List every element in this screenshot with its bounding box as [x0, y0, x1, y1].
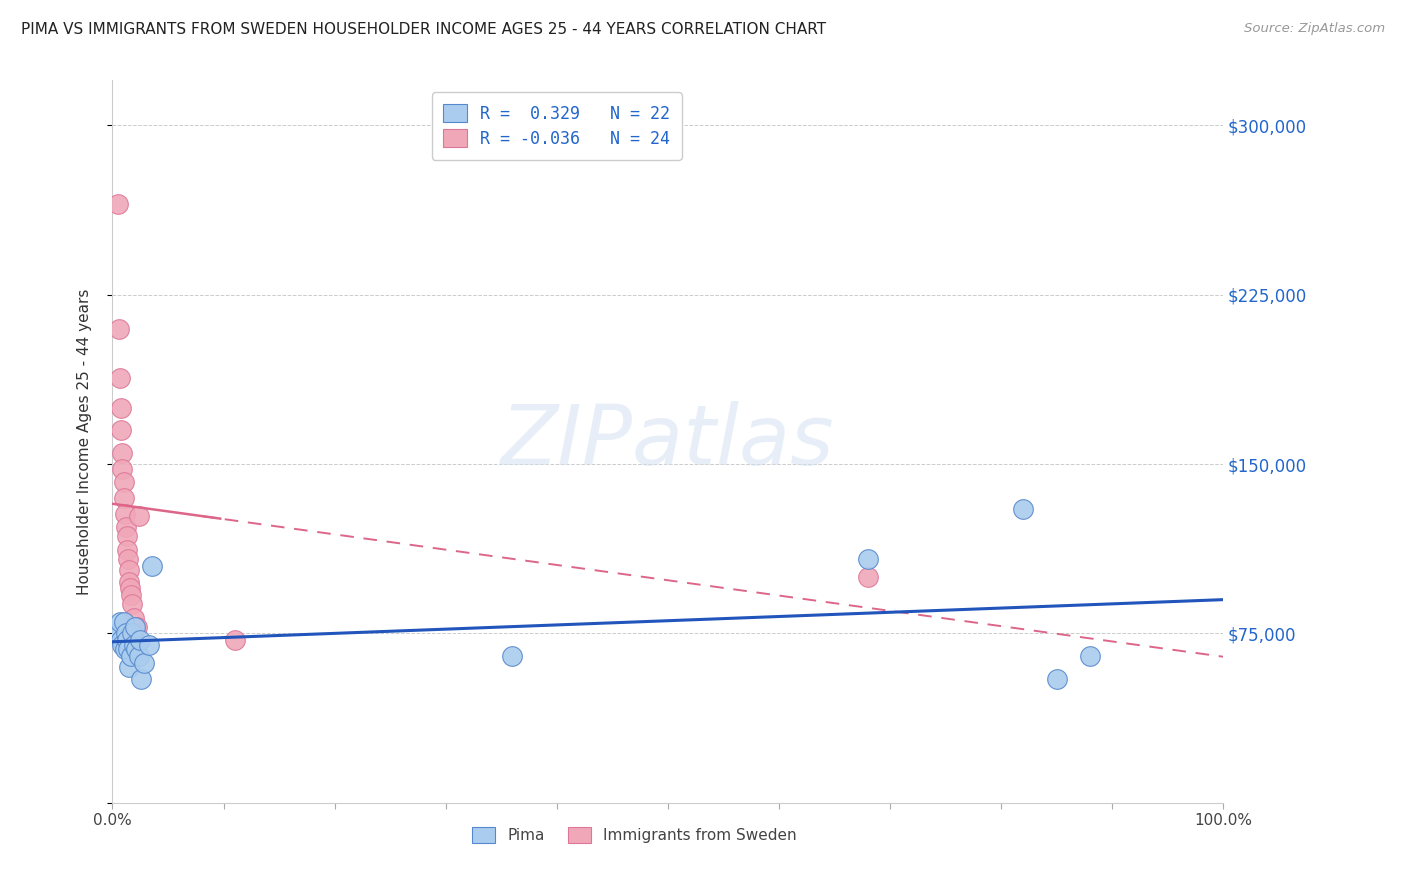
Point: [124, 620, 146, 634]
Point: [115, 633, 138, 648]
Point: [110, 615, 132, 630]
Point: [117, 552, 139, 566]
Point: [128, 648, 150, 663]
Point: [120, 648, 142, 663]
Point: [112, 491, 135, 505]
Point: [1012, 502, 1035, 516]
Point: [122, 638, 145, 652]
Point: [129, 633, 152, 648]
Point: [121, 626, 143, 640]
Point: [112, 475, 135, 490]
Point: [501, 648, 523, 663]
Point: [131, 672, 153, 686]
Point: [114, 507, 136, 521]
Point: [141, 558, 163, 573]
Point: [107, 197, 129, 211]
Point: [114, 626, 136, 640]
Point: [856, 552, 879, 566]
Point: [125, 620, 148, 634]
Point: [1045, 672, 1069, 686]
Point: [120, 582, 142, 596]
Point: [111, 446, 134, 460]
Point: [114, 642, 136, 657]
Point: [120, 588, 142, 602]
Point: [115, 529, 138, 543]
Point: [108, 321, 131, 335]
Point: [118, 574, 141, 589]
Point: [1078, 648, 1101, 663]
Point: [110, 371, 132, 385]
Legend: Pima, Immigrants from Sweden: Pima, Immigrants from Sweden: [467, 822, 803, 849]
Point: [112, 615, 135, 630]
Point: [122, 610, 145, 624]
Point: [117, 642, 139, 657]
Point: [115, 542, 138, 557]
Point: [111, 461, 134, 475]
Point: [110, 633, 132, 648]
Point: [111, 638, 134, 652]
Point: [118, 660, 141, 674]
Point: [110, 423, 132, 437]
Point: [118, 563, 141, 577]
Text: PIMA VS IMMIGRANTS FROM SWEDEN HOUSEHOLDER INCOME AGES 25 - 44 YEARS CORRELATION: PIMA VS IMMIGRANTS FROM SWEDEN HOUSEHOLD…: [21, 22, 827, 37]
Point: [114, 520, 136, 534]
Point: [107, 626, 129, 640]
Y-axis label: Householder Income Ages 25 - 44 years: Householder Income Ages 25 - 44 years: [77, 288, 91, 595]
Point: [856, 570, 879, 584]
Point: [128, 509, 150, 524]
Point: [110, 401, 132, 415]
Text: ZIPatlas: ZIPatlas: [501, 401, 835, 482]
Point: [121, 597, 143, 611]
Point: [125, 642, 148, 657]
Text: Source: ZipAtlas.com: Source: ZipAtlas.com: [1244, 22, 1385, 36]
Point: [224, 633, 246, 648]
Point: [138, 638, 160, 652]
Point: [132, 656, 155, 670]
